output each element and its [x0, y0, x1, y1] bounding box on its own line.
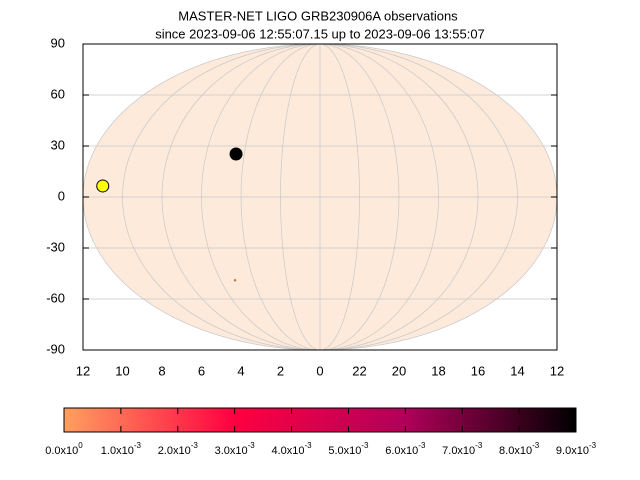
colorbar-tick-label: 3.0x10-3: [215, 441, 256, 457]
tick-label-base: 1.0x10: [101, 445, 134, 457]
grid-line: [201, 43, 321, 351]
colorbar-tick-label: 7.0x10-3: [442, 441, 483, 457]
tick-label-exponent: -3: [532, 441, 540, 450]
tick-label-base: 2.0x10: [158, 445, 191, 457]
y-tick-label: 90: [51, 35, 65, 50]
grid-line: [122, 43, 321, 351]
x-tick-label: 16: [471, 363, 485, 378]
y-tick-label: -90: [46, 341, 65, 356]
chart-subtitle: since 2023-09-06 12:55:07.15 up to 2023-…: [155, 26, 485, 41]
colorbar-tick-label: 4.0x10-3: [271, 441, 312, 457]
x-tick-label: 22: [352, 363, 366, 378]
point: [233, 279, 237, 282]
tick-label-base: 9.0x10: [556, 445, 589, 457]
tick-label-base: 5.0x10: [328, 445, 361, 457]
tick-label-exponent: -3: [589, 441, 597, 450]
tick-label-exponent: -3: [134, 441, 142, 450]
colorbar: [63, 407, 577, 433]
x-tick-label: 8: [158, 363, 165, 378]
chart-title: MASTER-NET LIGO GRB230906A observations: [178, 8, 458, 23]
tick-label-exponent: 0: [78, 441, 83, 450]
x-tick-label: 0: [316, 363, 323, 378]
tick-label-base: 0.0x10: [45, 445, 78, 457]
tick-label-exponent: -3: [305, 441, 313, 450]
tick-label-base: 4.0x10: [271, 445, 304, 457]
x-tick-label: 14: [510, 363, 524, 378]
tick-label-base: 7.0x10: [442, 445, 475, 457]
colorbar-tick-label: 0.0x100: [45, 441, 83, 457]
grid-line: [319, 43, 518, 351]
y-tick-label: -60: [46, 290, 65, 305]
colorbar-tick-label: 1.0x10-3: [101, 441, 142, 457]
point: [96, 179, 110, 193]
x-tick-label: 4: [237, 363, 244, 378]
grid-line: [319, 43, 360, 351]
x-tick-label: 18: [431, 363, 445, 378]
grid-line: [280, 43, 321, 351]
colorbar-tick-label: 2.0x10-3: [158, 441, 199, 457]
x-tick-label: 12: [76, 363, 90, 378]
tick-label-base: 8.0x10: [499, 445, 532, 457]
colorbar-tick-label: 8.0x10-3: [499, 441, 540, 457]
tick-label-base: 3.0x10: [215, 445, 248, 457]
x-tick-label: 10: [115, 363, 129, 378]
colorbar-tick-label: 6.0x10-3: [385, 441, 426, 457]
point: [229, 147, 243, 161]
grid-line: [319, 43, 439, 351]
y-tick-label: 30: [51, 137, 65, 152]
colorbar-tick-label: 9.0x10-3: [556, 441, 597, 457]
grid-line: [240, 43, 321, 351]
y-tick-label: 60: [51, 86, 65, 101]
x-tick-label: 20: [392, 363, 406, 378]
x-tick-label: 2: [277, 363, 284, 378]
grid-line: [319, 43, 479, 351]
y-tick-label: 0: [58, 188, 65, 203]
tick-label-exponent: -3: [418, 441, 426, 450]
x-tick-label: 6: [198, 363, 205, 378]
grid-line: [161, 43, 321, 351]
x-tick-label: 12: [550, 363, 564, 378]
y-tick-label: -30: [46, 239, 65, 254]
tick-label-exponent: -3: [475, 441, 483, 450]
colorbar-tick-label: 5.0x10-3: [328, 441, 369, 457]
tick-label-base: 6.0x10: [385, 445, 418, 457]
tick-label-exponent: -3: [248, 441, 256, 450]
tick-label-exponent: -3: [361, 441, 369, 450]
grid-line: [319, 43, 400, 351]
tick-label-exponent: -3: [191, 441, 199, 450]
